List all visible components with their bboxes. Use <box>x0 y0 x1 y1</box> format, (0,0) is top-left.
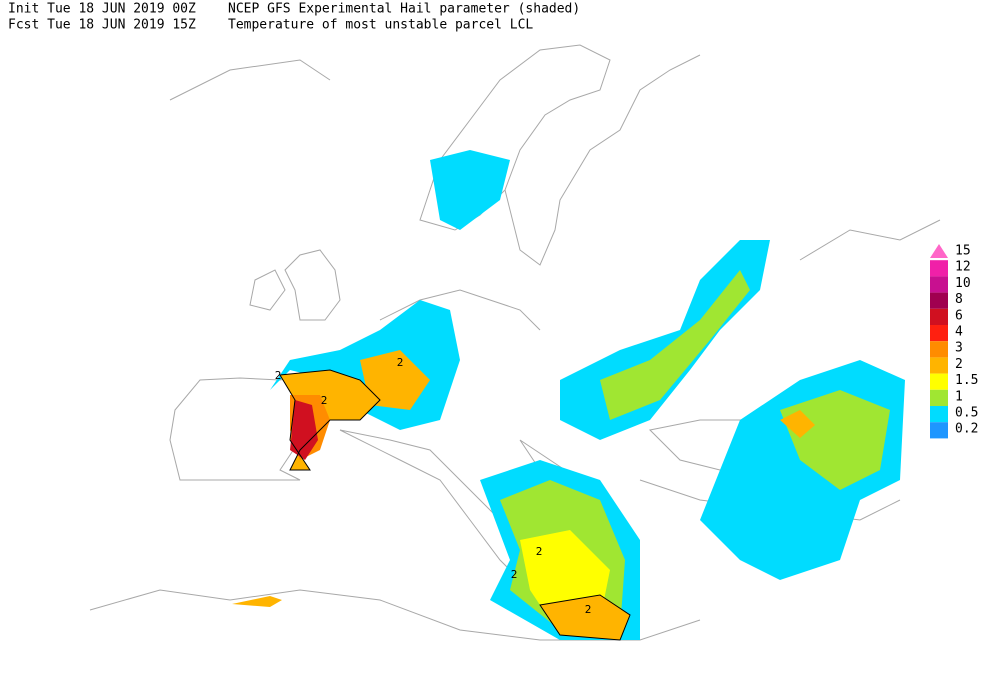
contour-labels: 2 2 2 2 2 2 <box>275 356 592 616</box>
hail-shading <box>232 150 905 641</box>
legend-swatch <box>930 357 948 374</box>
legend-swatch <box>930 292 948 309</box>
legend-label: 0.5 <box>955 406 978 421</box>
legend-label: 1 <box>955 389 963 404</box>
contour-label: 2 <box>321 394 328 407</box>
legend-label: 0.2 <box>955 422 978 437</box>
legend-swatch <box>930 260 948 277</box>
init-time: Init Tue 18 JUN 2019 00Z <box>8 2 196 17</box>
contour-label: 2 <box>397 356 404 369</box>
legend-label: 15 <box>955 244 971 259</box>
legend-label: 8 <box>955 292 963 307</box>
legend-label: 3 <box>955 341 963 356</box>
legend-swatch <box>930 422 948 439</box>
legend-swatch <box>930 341 948 358</box>
legend-label: 6 <box>955 308 963 323</box>
legend-label: 2 <box>955 357 963 372</box>
legend-label: 1.5 <box>955 373 978 388</box>
legend-label: 12 <box>955 260 971 275</box>
legend-swatch <box>930 406 948 423</box>
contour-label: 2 <box>511 568 518 581</box>
legend-swatch <box>930 276 948 293</box>
legend-label: 4 <box>955 325 963 340</box>
legend-swatch <box>930 389 948 406</box>
map-title: NCEP GFS Experimental Hail parameter (sh… <box>228 2 580 17</box>
legend-swatch <box>930 308 948 325</box>
legend-swatch <box>930 244 948 258</box>
contour-label: 2 <box>275 369 282 382</box>
map-subtitle: Temperature of most unstable parcel LCL <box>228 18 533 33</box>
contour-label: 2 <box>585 603 592 616</box>
legend-label: 10 <box>955 276 971 291</box>
legend-swatch <box>930 325 948 342</box>
legend-swatch <box>930 373 948 390</box>
contour-label: 2 <box>536 545 543 558</box>
forecast-time: Fcst Tue 18 JUN 2019 15Z <box>8 18 196 33</box>
